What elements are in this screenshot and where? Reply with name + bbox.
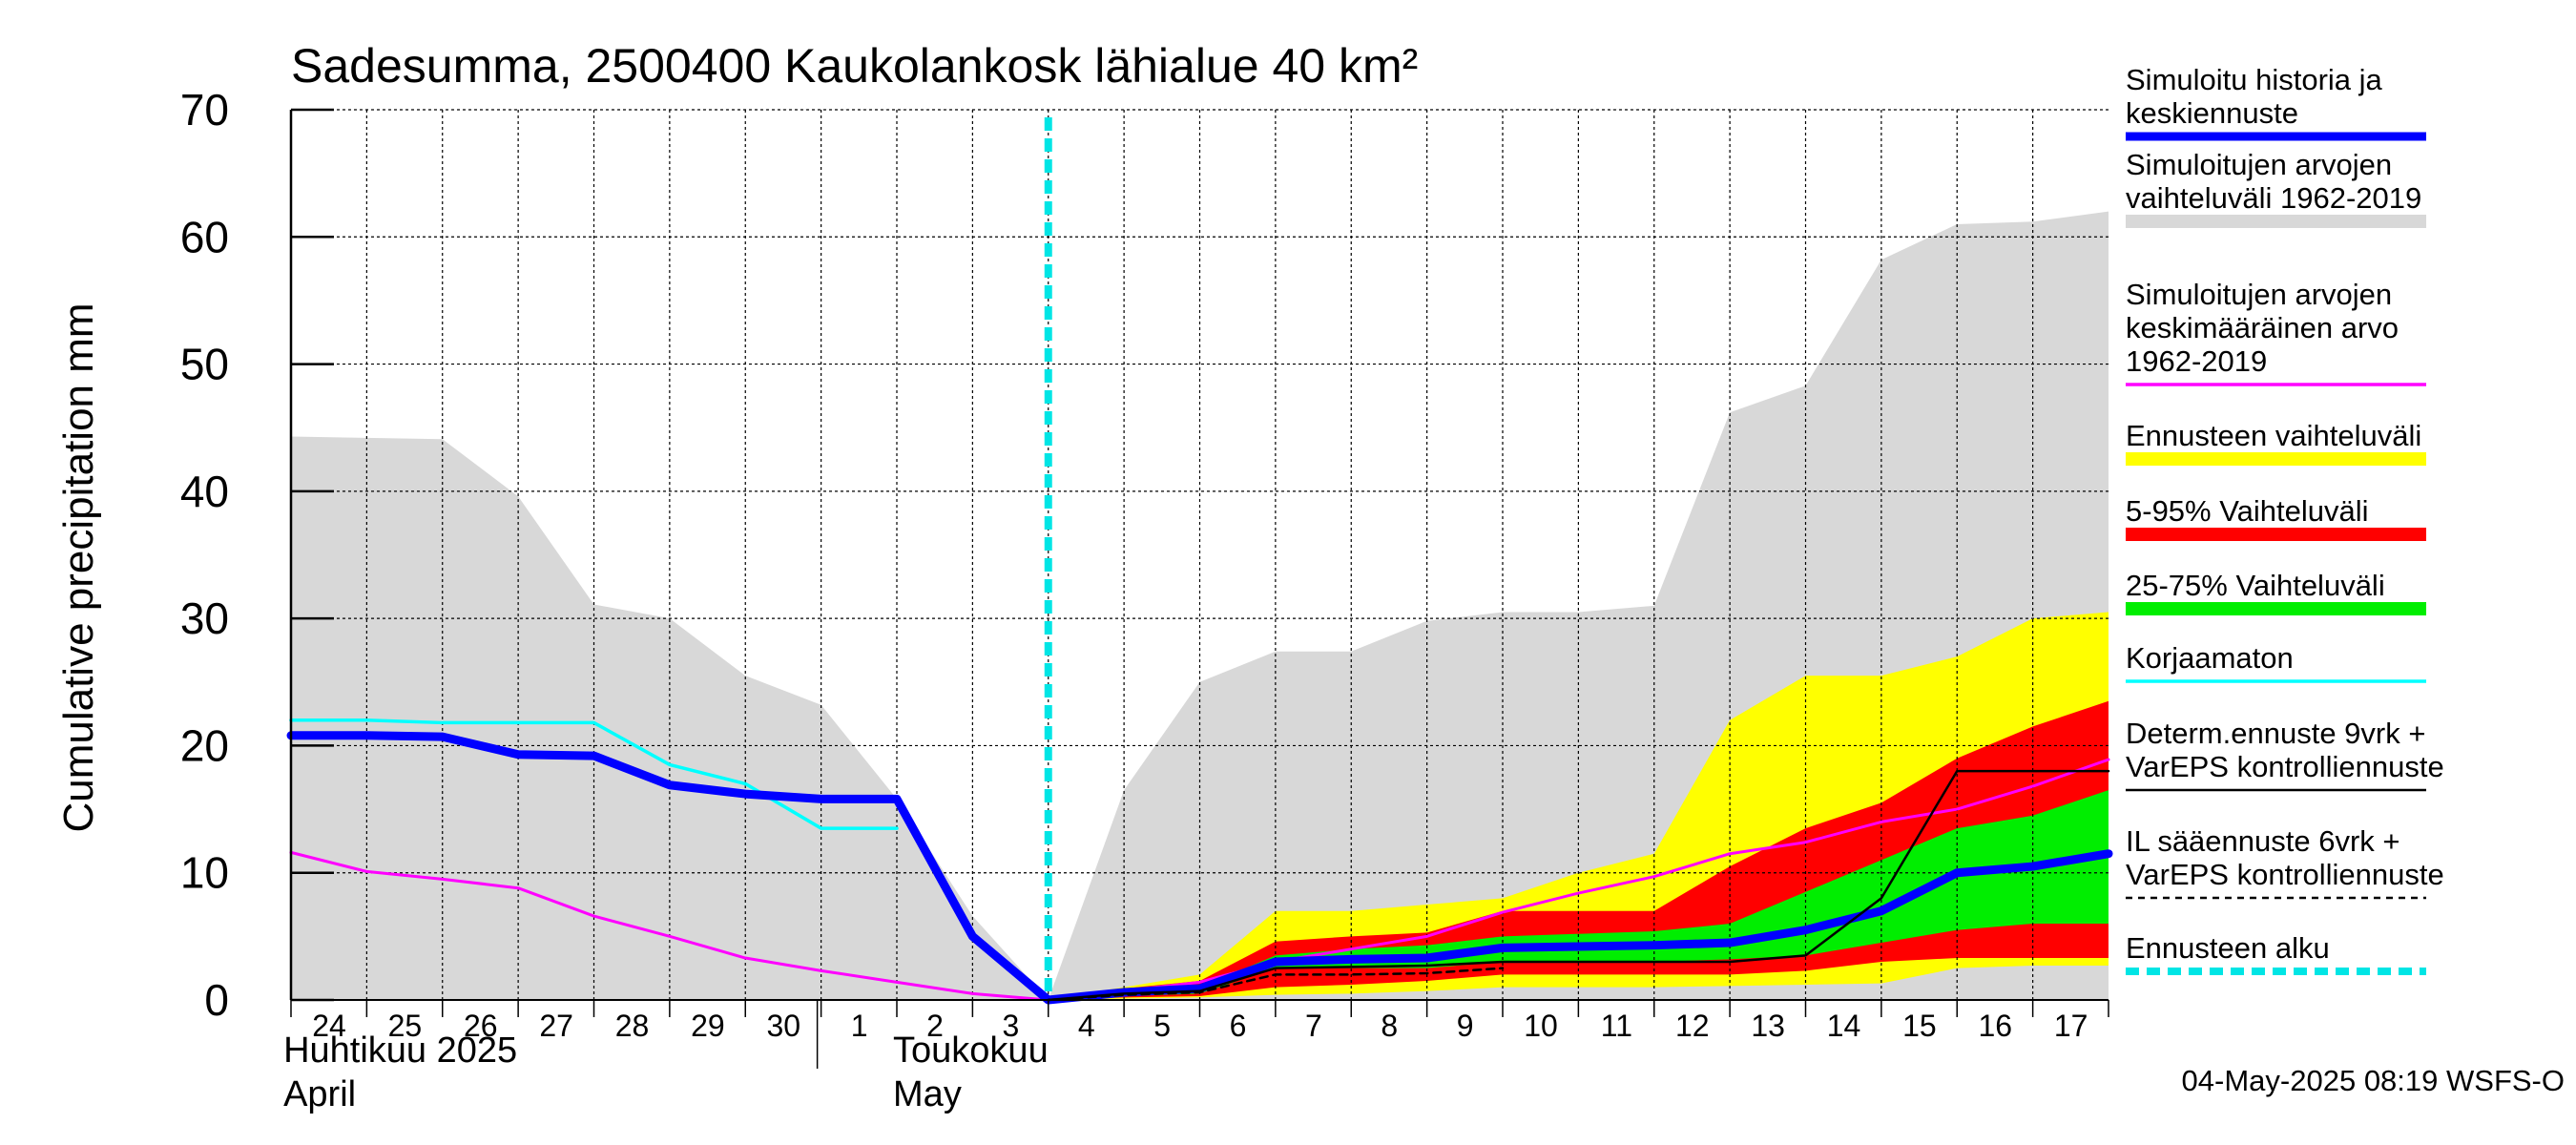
series-line-1 [289, 718, 899, 830]
x-tick-label-18: 12 [1675, 1009, 1710, 1043]
series-line-3 [1047, 769, 2110, 1002]
legend-label-0-1: keskiennuste [2126, 96, 2298, 130]
legend-label-7-0: Determ.ennuste 9vrk + [2126, 717, 2425, 750]
legend-label-2-0: Simuloitujen arvojen [2126, 278, 2392, 311]
legend-label-6-0: Korjaamaton [2126, 641, 2294, 675]
y-axis-label: Cumulative precipitation mm [55, 302, 102, 832]
x-tick-label-7: 1 [851, 1009, 868, 1043]
chart-series [286, 718, 2113, 1005]
x-tick-label-23: 17 [2054, 1009, 2088, 1043]
y-tick-label-7: 70 [180, 85, 229, 135]
x-tick-label-14: 8 [1381, 1009, 1398, 1043]
y-tick-label-5: 50 [180, 340, 229, 389]
x-tick-label-3: 27 [539, 1009, 573, 1043]
month-label-3: May [893, 1074, 962, 1114]
x-tick-label-20: 14 [1827, 1009, 1861, 1043]
x-tick-label-13: 7 [1305, 1009, 1322, 1043]
legend-label-9-0: Ennusteen alku [2126, 931, 2330, 965]
legend-label-4-0: 5-95% Vaihteluväli [2126, 494, 2368, 528]
x-tick-label-11: 5 [1153, 1009, 1171, 1043]
x-tick-label-22: 16 [1978, 1009, 2012, 1043]
legend-label-2-1: keskimääräinen arvo [2126, 311, 2399, 344]
legend-label-0-0: Simuloitu historia ja [2126, 63, 2383, 96]
x-tick-label-21: 15 [1902, 1009, 1937, 1043]
legend-label-8-1: VarEPS kontrolliennuste [2126, 858, 2444, 891]
x-tick-label-16: 10 [1524, 1009, 1558, 1043]
x-tick-label-17: 11 [1601, 1009, 1632, 1043]
month-label-0: Huhtikuu 2025 [283, 1030, 517, 1071]
series-line-0 [289, 758, 2110, 1002]
timestamp: 04-May-2025 08:19 WSFS-O [2182, 1064, 2565, 1097]
x-tick-label-12: 6 [1230, 1009, 1247, 1043]
x-tick-label-10: 4 [1078, 1009, 1095, 1043]
chart-title: Sadesumma, 2500400 Kaukolankosk lähialue… [291, 39, 1418, 93]
y-tick-label-6: 60 [180, 212, 229, 261]
month-label-1: April [283, 1074, 356, 1114]
series-line-2 [286, 731, 2113, 1005]
x-tick-label-1: 25 [388, 1009, 423, 1043]
y-tick-label-0: 0 [204, 975, 229, 1025]
legend-label-5-0: 25-75% Vaihteluväli [2126, 569, 2385, 602]
x-tick-label-9: 3 [1002, 1009, 1019, 1043]
series-line-4 [1047, 967, 1505, 1002]
y-tick-label-3: 30 [180, 593, 229, 643]
x-tick-label-6: 30 [766, 1009, 800, 1043]
x-tick-label-4: 28 [615, 1009, 650, 1043]
legend-label-1-0: Simuloitujen arvojen [2126, 148, 2392, 181]
legend-label-8-0: IL sääennuste 6vrk + [2126, 824, 2400, 858]
x-tick-label-19: 13 [1751, 1009, 1785, 1043]
month-label-2: Toukokuu [893, 1030, 1049, 1071]
legend-label-2-2: 1962-2019 [2126, 344, 2267, 378]
legend-label-3-0: Ennusteen vaihteluväli [2126, 419, 2421, 452]
x-tick-label-8: 2 [926, 1009, 944, 1043]
legend-label-7-1: VarEPS kontrolliennuste [2126, 750, 2444, 783]
x-tick-label-2: 26 [464, 1009, 498, 1043]
y-tick-label-4: 40 [180, 467, 229, 516]
y-tick-label-1: 10 [180, 848, 229, 898]
x-tick-label-0: 24 [312, 1009, 346, 1043]
band-3 [1048, 790, 2109, 1000]
legend-label-1-1: vaihteluväli 1962-2019 [2126, 181, 2421, 215]
x-tick-label-15: 9 [1457, 1009, 1474, 1043]
y-tick-label-2: 20 [180, 720, 229, 770]
x-tick-label-5: 29 [691, 1009, 725, 1043]
